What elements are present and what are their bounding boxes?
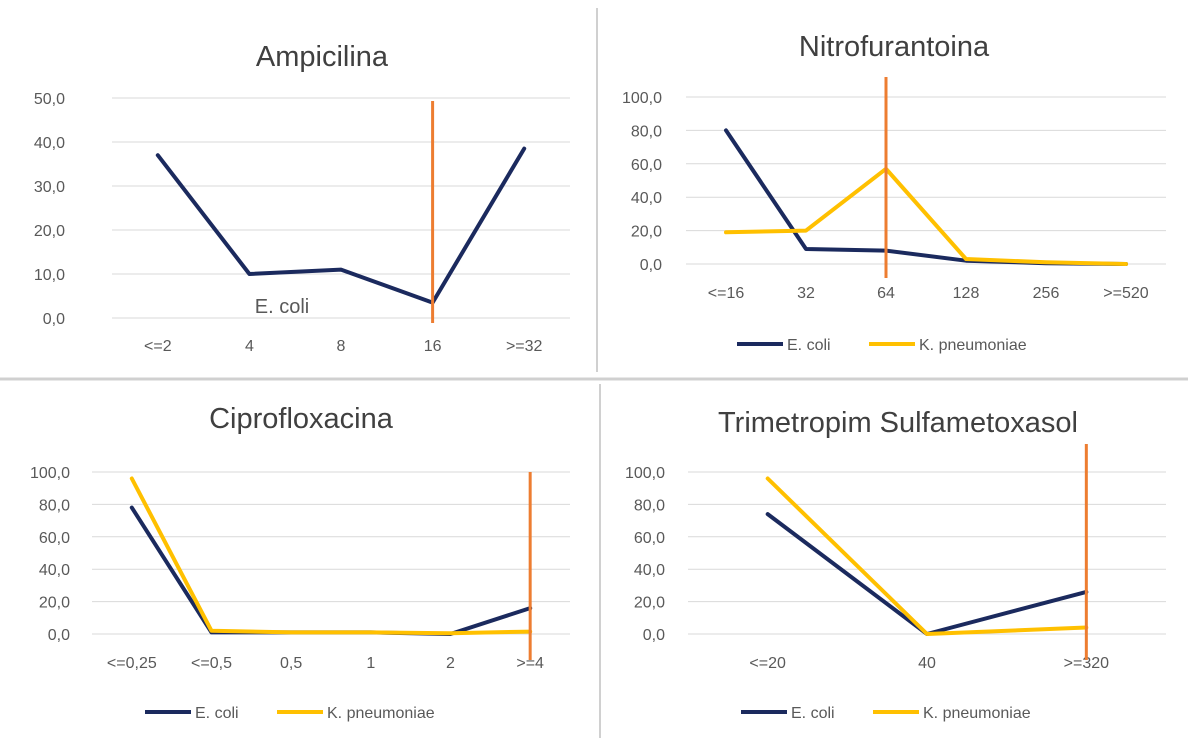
- y-tick-label: 80,0: [631, 123, 662, 140]
- y-tick-label: 50,0: [34, 91, 65, 108]
- series-line-k-pneumoniae: [129, 476, 533, 636]
- legend-label: K. pneumoniae: [327, 705, 435, 722]
- y-tick-label: 20,0: [34, 223, 65, 240]
- legend-label: E. coli: [791, 705, 835, 722]
- x-tick-label: 16: [424, 338, 442, 355]
- y-tick-label: 60,0: [39, 530, 70, 547]
- x-tick-label: 0,5: [280, 655, 302, 672]
- x-tick-label: 128: [953, 285, 980, 302]
- y-tick-label: 20,0: [634, 595, 665, 612]
- x-tick-label: 2: [446, 655, 455, 672]
- chart-title: Nitrofurantoina: [799, 31, 990, 63]
- y-tick-label: 20,0: [631, 224, 662, 241]
- y-tick-label: 80,0: [634, 497, 665, 514]
- x-tick-label: >=520: [1103, 285, 1148, 302]
- y-tick-label: 60,0: [631, 157, 662, 174]
- x-tick-label: <=16: [708, 285, 745, 302]
- y-tick-label: 80,0: [39, 497, 70, 514]
- x-tick-label: 8: [337, 338, 346, 355]
- y-tick-label: 0,0: [640, 257, 662, 274]
- y-tick-label: 100,0: [30, 465, 70, 482]
- legend-label: E. coli: [195, 705, 239, 722]
- chart-ciprofloxacina: Ciprofloxacina 0,0 20,0 40,0 60,0 80,0 100,0 <=…: [30, 403, 570, 722]
- x-tick-label: >=32: [506, 338, 543, 355]
- legend-label: E. coli: [787, 337, 831, 354]
- y-tick-label: 40,0: [631, 190, 662, 207]
- y-tick-label: 100,0: [622, 90, 662, 107]
- chart-ampicilina: Ampicilina 0,0 10,0 20,0 30,0 40,0 50,0 <=2 4 8 16…: [34, 41, 570, 355]
- x-tick-label: 1: [366, 655, 375, 672]
- x-tick-label: 64: [877, 285, 895, 302]
- chart-title: Ampicilina: [256, 41, 389, 73]
- chart-nitrofurantoina: Nitrofurantoina 0,0 20,0 40,0 60,0 80,0 100,0 <…: [622, 31, 1166, 354]
- y-tick-label: 0,0: [48, 627, 70, 644]
- y-tick-label: 40,0: [34, 135, 65, 152]
- y-tick-label: 0,0: [43, 311, 65, 328]
- x-tick-label: 40: [918, 655, 936, 672]
- series-line-k-pneumoniae: [765, 476, 1089, 636]
- legend-label: K. pneumoniae: [923, 705, 1031, 722]
- x-tick-label: <=0,25: [107, 655, 157, 672]
- legend-label: K. pneumoniae: [919, 337, 1027, 354]
- x-tick-label: 4: [245, 338, 254, 355]
- chart-trimetropim-sulfametoxasol: Trimetropim Sulfametoxasol 0,0 20,0 40,0 60,…: [625, 407, 1166, 722]
- x-tick-label: <=2: [144, 338, 172, 355]
- y-tick-label: 60,0: [634, 530, 665, 547]
- series-line-e-coli: [129, 505, 533, 636]
- x-tick-label: 256: [1033, 285, 1060, 302]
- x-tick-label: >=320: [1064, 655, 1109, 672]
- series-line-k-pneumoniae: [724, 166, 1128, 266]
- chart-title: Trimetropim Sulfametoxasol: [718, 407, 1078, 439]
- y-tick-label: 0,0: [643, 627, 665, 644]
- chart-title: Ciprofloxacina: [209, 403, 394, 435]
- y-tick-label: 40,0: [634, 562, 665, 579]
- y-tick-label: 20,0: [39, 595, 70, 612]
- inline-series-label: E. coli: [255, 296, 309, 318]
- x-tick-label: <=20: [749, 655, 786, 672]
- series-line-e-coli: [765, 512, 1089, 636]
- y-tick-label: 40,0: [39, 562, 70, 579]
- y-tick-label: 100,0: [625, 465, 665, 482]
- y-tick-label: 10,0: [34, 267, 65, 284]
- x-tick-label: 32: [797, 285, 815, 302]
- y-tick-label: 30,0: [34, 179, 65, 196]
- series-line-e-coli: [155, 146, 527, 305]
- x-tick-label: >=4: [516, 655, 544, 672]
- x-tick-label: <=0,5: [191, 655, 232, 672]
